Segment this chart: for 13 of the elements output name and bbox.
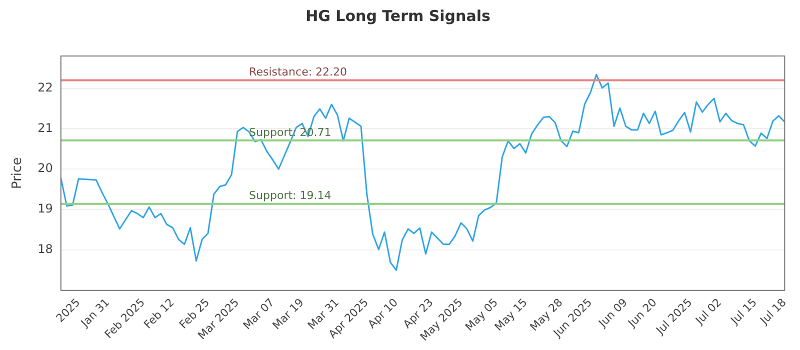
y-tick-label: 19 [38,202,53,216]
x-tick-label: Jul 02 [692,296,724,328]
x-tick-label: Jul 15 [728,296,760,328]
chart-title: HG Long Term Signals [306,6,490,25]
x-tick-label: Jun 09 [596,296,630,330]
x-tick-label: Jul 18 [757,296,789,328]
y-tick-label: 18 [38,242,53,256]
y-tick-label: 21 [38,120,53,135]
y-tick-label: 20 [38,161,53,176]
ref-line-label: Resistance: 22.20 [249,66,348,79]
ref-line-label: Support: 19.14 [249,189,332,202]
y-tick-label: 22 [38,80,53,94]
y-axis-title: Price [10,157,26,190]
